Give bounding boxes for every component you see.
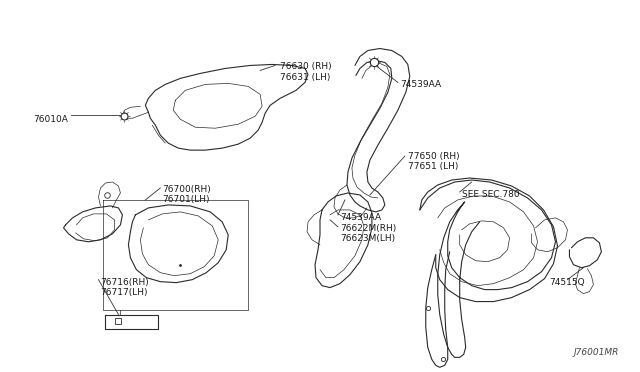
Text: 74539AA: 74539AA	[400, 80, 441, 89]
Text: J76001MR: J76001MR	[574, 348, 620, 357]
Text: 76630 (RH): 76630 (RH)	[280, 62, 332, 71]
Text: 76622M(RH): 76622M(RH)	[340, 224, 396, 233]
Text: 76700(RH): 76700(RH)	[163, 185, 211, 194]
Text: 74515Q: 74515Q	[550, 278, 585, 287]
Text: 77651 (LH): 77651 (LH)	[408, 162, 458, 171]
Text: 74539AA: 74539AA	[340, 213, 381, 222]
Text: SEE SEC.780: SEE SEC.780	[461, 190, 519, 199]
Text: 76717(LH): 76717(LH)	[100, 288, 148, 296]
Text: 76701(LH): 76701(LH)	[163, 195, 210, 204]
Text: 76716(RH): 76716(RH)	[100, 278, 149, 287]
Text: 76631 (LH): 76631 (LH)	[280, 73, 330, 83]
Text: 77650 (RH): 77650 (RH)	[408, 152, 460, 161]
Text: 76623M(LH): 76623M(LH)	[340, 234, 395, 243]
Text: 76010A: 76010A	[34, 115, 68, 124]
